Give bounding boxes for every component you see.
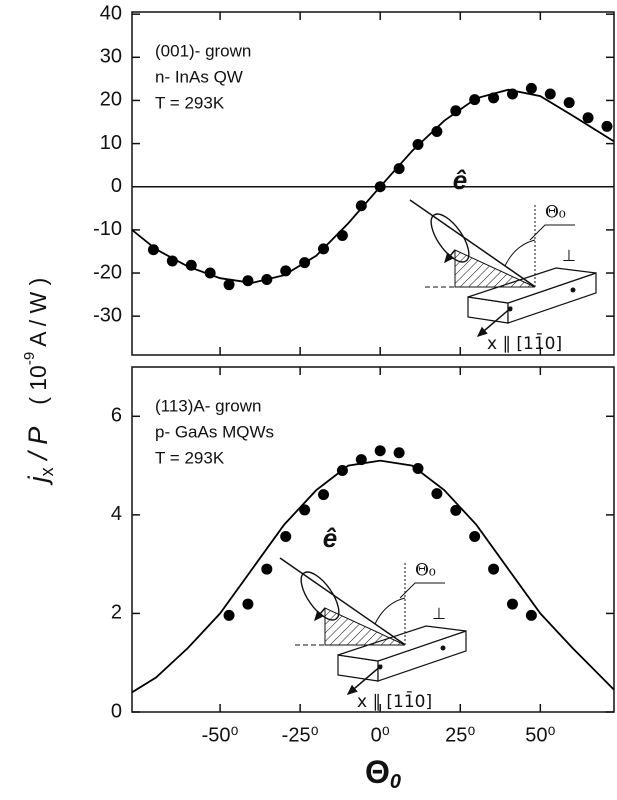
data-point	[223, 609, 235, 621]
data-point	[261, 563, 273, 575]
y-tick-label: 20	[100, 89, 122, 111]
angle-leader	[399, 582, 445, 599]
y-label-units2: A / W )	[25, 278, 51, 352]
plot-frame	[131, 11, 615, 356]
x-arrow	[476, 306, 513, 337]
data-point	[563, 97, 575, 109]
data-point	[525, 82, 537, 94]
y-tick-label: -10	[93, 218, 122, 240]
annotation: T = 293K	[155, 448, 225, 467]
data-point	[488, 563, 500, 575]
data-point	[336, 229, 348, 241]
data-point	[147, 244, 159, 256]
contact	[440, 645, 446, 651]
x-arrow	[346, 664, 383, 695]
polarization-arrow	[444, 249, 456, 264]
fit-curve	[132, 459, 614, 694]
inset-perp: ⊥	[562, 248, 576, 265]
contact	[377, 664, 383, 670]
data-point	[525, 609, 537, 621]
data-point	[601, 120, 613, 132]
contact	[570, 287, 576, 293]
data-point	[450, 504, 462, 516]
y-label-exp: -9	[21, 352, 38, 365]
x-tick-label: 0⁰	[371, 724, 390, 746]
incidence-plane	[324, 607, 406, 646]
inset-perp: ⊥	[432, 606, 446, 623]
x-tick-label: -50⁰	[202, 724, 239, 746]
y-tick-label: -30	[93, 304, 122, 326]
plot-frame	[131, 366, 615, 713]
annotation: (113)A- grown	[155, 396, 261, 415]
data-point	[393, 447, 405, 459]
y-tick-label: 10	[100, 132, 122, 154]
incidence-plane	[454, 249, 536, 288]
y-label-units: ( 10	[25, 365, 51, 405]
data-point	[242, 598, 254, 610]
data-point	[318, 489, 330, 501]
data-point	[544, 88, 556, 100]
x-axis-label: Θ0	[365, 754, 401, 793]
data-point	[506, 598, 518, 610]
y-tick-label: 2	[111, 602, 122, 624]
x-tick-label: -25⁰	[282, 724, 319, 746]
annotation: p- GaAs MQWs	[155, 422, 274, 441]
data-point	[242, 275, 254, 287]
y-axis-label: jx / P ( 10-9 A / W )	[21, 278, 57, 487]
x-label-sub: 0	[390, 771, 401, 793]
y-label-sub: x	[37, 467, 57, 476]
inset-e: ê	[323, 523, 337, 553]
y-label-rest: / P	[23, 427, 53, 468]
x-label-main: Θ	[365, 754, 390, 790]
x-tick-label: 25⁰	[445, 724, 475, 746]
data-point	[582, 112, 594, 124]
inset-angle: Θ₀	[415, 561, 436, 581]
y-tick-label: 0	[111, 700, 122, 722]
y-tick-label: 40	[100, 2, 122, 24]
contact	[507, 306, 513, 312]
annotation: T = 293K	[155, 93, 225, 112]
beam	[279, 557, 405, 645]
polarization-arrow	[314, 607, 326, 622]
polarization-ellipse	[300, 571, 340, 621]
annotation: n- InAs QW	[155, 67, 243, 86]
data-point	[166, 255, 178, 267]
fit-curve	[132, 88, 614, 284]
inset-e: ê	[453, 165, 467, 195]
inset-axis: x ∥ [11̄0]	[357, 690, 432, 712]
data-point	[374, 445, 386, 457]
angle-arc	[374, 597, 406, 625]
y-label-main: j	[23, 475, 53, 486]
angle-leader	[529, 224, 575, 241]
inset: ê Θ₀ ⊥ x ∥ [11̄0]	[279, 523, 467, 712]
inset: ê Θ₀ ⊥ x ∥ [11̄0]	[409, 165, 597, 354]
y-tick-label: 6	[111, 405, 122, 427]
y-tick-label: -20	[93, 261, 122, 283]
data-point	[280, 531, 292, 543]
annotation: (001)- grown	[155, 41, 251, 60]
inset-axis: x ∥ [11̄0]	[487, 332, 562, 354]
data-point	[469, 531, 481, 543]
y-tick-label: 30	[100, 46, 122, 68]
x-tick-label: 50⁰	[525, 724, 555, 746]
data-point	[280, 265, 292, 277]
data-point	[355, 200, 367, 212]
data-point	[393, 163, 405, 175]
data-point	[431, 488, 443, 500]
data-point	[223, 279, 235, 291]
inset-angle: Θ₀	[545, 203, 566, 223]
data-point	[431, 126, 443, 138]
angle-arc	[504, 239, 536, 267]
polarization-ellipse	[430, 213, 470, 263]
y-tick-label: 0	[111, 175, 122, 197]
data-point	[299, 504, 311, 516]
beam	[409, 199, 535, 287]
y-tick-label: 4	[111, 503, 122, 525]
